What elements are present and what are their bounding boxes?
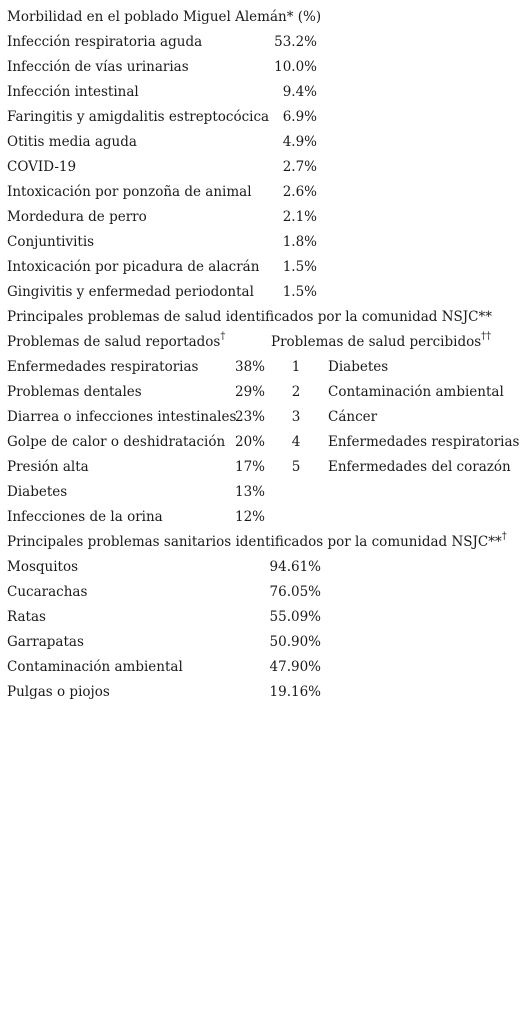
- sanitary-problem-percentage: 94.61%: [269, 559, 321, 575]
- sanitary-problem-percentage: 76.05%: [269, 584, 321, 600]
- reported-problem-name: Golpe de calor o deshidratación: [7, 434, 226, 450]
- health-problems-row: Enfermedades respiratorias 38% 1 Diabetes: [7, 357, 522, 382]
- sanitary-problem-percentage: 47.90%: [269, 659, 321, 675]
- perceived-header: Problemas de salud percibidos††: [271, 330, 492, 352]
- condition-name: Intoxicación por ponzoña de animal: [7, 184, 252, 200]
- sanitary-title: Principales problemas sanitarios identif…: [7, 530, 522, 557]
- morbidity-row: Intoxicación por ponzoña de animal 2.6%: [7, 182, 522, 207]
- health-problems-table: Enfermedades respiratorias 38% 1 Diabetes Pr…: [7, 357, 522, 532]
- sanitary-row: Mosquitos 94.61%: [7, 557, 522, 582]
- health-problems-row: Presión alta 17% 5 Enfermedades del corazón: [7, 457, 522, 482]
- reported-problem-percentage: 13%: [235, 484, 266, 500]
- sanitary-row: Ratas 55.09%: [7, 607, 522, 632]
- sanitary-problem-name: Pulgas o piojos: [7, 684, 110, 700]
- perceived-problem-rank: 1: [291, 359, 301, 375]
- health-problems-row: Golpe de calor o deshidratación 20% 4 Enfer…: [7, 432, 522, 457]
- health-problems-row: Problemas dentales 29% 2 Contaminación ambi…: [7, 382, 522, 407]
- morbidity-row: Infección de vías urinarias 10.0%: [7, 57, 522, 82]
- reported-problem-name: Infecciones de la orina: [7, 509, 163, 525]
- sanitary-problem-name: Ratas: [7, 609, 46, 625]
- reported-header-label: Problemas de salud reportados: [7, 334, 221, 350]
- perceived-problem-rank: 5: [291, 459, 301, 475]
- reported-problem-percentage: 29%: [235, 384, 266, 400]
- morbidity-title: Morbilidad en el poblado Miguel Alemán* …: [7, 9, 322, 25]
- condition-percentage: 2.7%: [282, 159, 317, 175]
- condition-name: Infección respiratoria aguda: [7, 34, 203, 50]
- condition-percentage: 10.0%: [274, 59, 317, 75]
- condition-name: Faringitis y amigdalitis estreptocócica: [7, 109, 270, 125]
- morbidity-row: Intoxicación por picadura de alacrán 1.5%: [7, 257, 522, 282]
- condition-percentage: 9.4%: [282, 84, 317, 100]
- perceived-problem-name: Enfermedades respiratorias: [328, 434, 520, 450]
- health-problems-row: Diabetes 13%: [7, 482, 522, 507]
- morbidity-row: Infección respiratoria aguda 53.2%: [7, 32, 522, 57]
- perceived-header-label: Problemas de salud percibidos: [271, 334, 482, 350]
- perceived-problem-rank: 2: [291, 384, 301, 400]
- document-page: Morbilidad en el poblado Miguel Alemán* …: [7, 7, 522, 707]
- condition-percentage: 1.8%: [282, 234, 317, 250]
- reported-problem-percentage: 23%: [235, 409, 266, 425]
- health-problems-row: Infecciones de la orina 12%: [7, 507, 522, 532]
- reported-header-mark: †: [220, 330, 226, 342]
- sanitary-table: Mosquitos 94.61% Cucarachas 76.05% Ratas 55.0…: [7, 557, 522, 707]
- sanitary-problem-name: Contaminación ambiental: [7, 659, 183, 675]
- perceived-problem-name: Cáncer: [328, 409, 378, 425]
- morbidity-row: COVID-19 2.7%: [7, 157, 522, 182]
- perceived-problem-rank: 4: [291, 434, 301, 450]
- sanitary-title-mark: †: [501, 530, 507, 542]
- sanitary-title-label: Principales problemas sanitarios identif…: [7, 534, 502, 550]
- morbidity-table: Infección respiratoria aguda 53.2% Infecci…: [7, 32, 522, 307]
- condition-percentage: 4.9%: [282, 134, 317, 150]
- sanitary-row: Pulgas o piojos 19.16%: [7, 682, 522, 707]
- reported-problem-percentage: 38%: [235, 359, 266, 375]
- morbidity-row: Infección intestinal 9.4%: [7, 82, 522, 107]
- sanitary-problem-percentage: 50.90%: [269, 634, 321, 650]
- reported-problem-percentage: 12%: [235, 509, 266, 525]
- condition-percentage: 6.9%: [282, 109, 317, 125]
- condition-name: Otitis media aguda: [7, 134, 137, 150]
- reported-problem-name: Problemas dentales: [7, 384, 142, 400]
- reported-problem-percentage: 20%: [235, 434, 266, 450]
- reported-problem-percentage: 17%: [235, 459, 266, 475]
- reported-problem-name: Diarrea o infecciones intestinales: [7, 409, 237, 425]
- perceived-problem-rank: 3: [291, 409, 301, 425]
- perceived-header-mark: ††: [481, 330, 492, 342]
- condition-name: Intoxicación por picadura de alacrán: [7, 259, 260, 275]
- condition-name: Infección de vías urinarias: [7, 59, 189, 75]
- sanitary-problem-percentage: 19.16%: [269, 684, 321, 700]
- condition-percentage: 1.5%: [282, 284, 317, 300]
- reported-problem-name: Enfermedades respiratorias: [7, 359, 199, 375]
- morbidity-row: Conjuntivitis 1.8%: [7, 232, 522, 257]
- sanitary-row: Garrapatas 50.90%: [7, 632, 522, 657]
- reported-problem-name: Presión alta: [7, 459, 89, 475]
- health-problems-header: Problemas de salud reportados† Problemas…: [7, 330, 522, 357]
- perceived-problem-name: Contaminación ambiental: [328, 384, 504, 400]
- condition-name: Infección intestinal: [7, 84, 139, 100]
- condition-percentage: 1.5%: [282, 259, 317, 275]
- sanitary-problem-percentage: 55.09%: [269, 609, 321, 625]
- condition-percentage: 2.6%: [282, 184, 317, 200]
- sanitary-row: Cucarachas 76.05%: [7, 582, 522, 607]
- condition-percentage: 53.2%: [274, 34, 317, 50]
- sanitary-problem-name: Cucarachas: [7, 584, 88, 600]
- morbidity-row: Otitis media aguda 4.9%: [7, 132, 522, 157]
- health-problems-title: Principales problemas de salud identific…: [7, 309, 493, 325]
- morbidity-row: Gingivitis y enfermedad periodontal 1.5%: [7, 282, 522, 307]
- condition-percentage: 2.1%: [282, 209, 317, 225]
- condition-name: Conjuntivitis: [7, 234, 95, 250]
- perceived-problem-name: Diabetes: [328, 359, 389, 375]
- condition-name: COVID-19: [7, 159, 77, 175]
- sanitary-problem-name: Mosquitos: [7, 559, 79, 575]
- morbidity-row: Faringitis y amigdalitis estreptocócica 6…: [7, 107, 522, 132]
- condition-name: Gingivitis y enfermedad periodontal: [7, 284, 254, 300]
- condition-name: Mordedura de perro: [7, 209, 147, 225]
- reported-header: Problemas de salud reportados†: [7, 330, 226, 352]
- perceived-problem-name: Enfermedades del corazón: [328, 459, 511, 475]
- sanitary-problem-name: Garrapatas: [7, 634, 84, 650]
- health-problems-row: Diarrea o infecciones intestinales 23% 3 Cá…: [7, 407, 522, 432]
- sanitary-row: Contaminación ambiental 47.90%: [7, 657, 522, 682]
- reported-problem-name: Diabetes: [7, 484, 68, 500]
- morbidity-row: Mordedura de perro 2.1%: [7, 207, 522, 232]
